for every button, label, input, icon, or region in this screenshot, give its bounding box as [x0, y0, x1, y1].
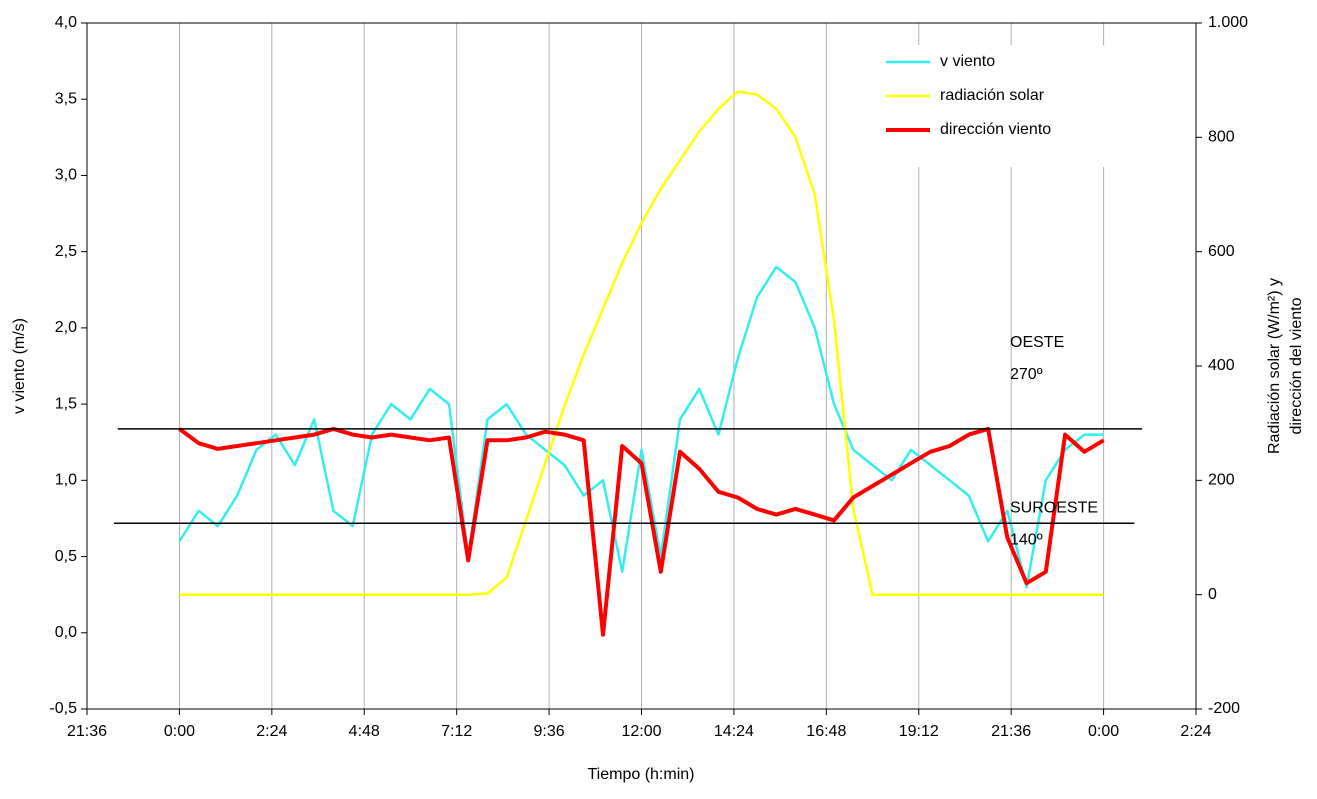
x-tick-label: 2:24 [256, 723, 287, 740]
reference-label: SUROESTE [1010, 499, 1098, 516]
reference-label: OESTE [1010, 334, 1064, 351]
x-tick-label: 16:48 [806, 723, 846, 740]
x-tick-label: 0:00 [164, 723, 195, 740]
y-tick-label: 4,0 [55, 14, 77, 31]
legend-label: v viento [940, 53, 995, 70]
x-axis-title: Tiempo (h:min) [588, 766, 695, 783]
y2-axis-title: Radiación solar (W/m²) y [1266, 278, 1283, 454]
x-tick-label: 21:36 [67, 723, 107, 740]
y-tick-label: -0,5 [49, 700, 77, 717]
y-tick-label: 2,0 [55, 319, 77, 336]
y2-tick-label: 200 [1208, 472, 1235, 489]
y2-axis-title: dirección del viento [1288, 297, 1305, 434]
x-tick-label: 9:36 [534, 723, 565, 740]
y2-tick-label: 0 [1208, 586, 1217, 603]
y-tick-label: 3,5 [55, 90, 77, 107]
y-tick-label: 1,5 [55, 395, 77, 412]
y-tick-label: 0,5 [55, 548, 77, 565]
y-axis-title: v viento (m/s) [11, 318, 28, 414]
reference-label: 270º [1010, 366, 1043, 383]
x-tick-label: 14:24 [714, 723, 754, 740]
y2-tick-label: 600 [1208, 243, 1235, 260]
y-tick-label: 1,0 [55, 472, 77, 489]
x-tick-label: 12:00 [621, 723, 661, 740]
legend-label: dirección viento [940, 121, 1051, 138]
y2-tick-label: 400 [1208, 357, 1235, 374]
legend-label: radiación solar [940, 87, 1045, 104]
x-tick-label: 4:48 [349, 723, 380, 740]
legend-box [880, 45, 1140, 167]
plot-frame [86, 22, 1197, 710]
x-tick-label: 21:36 [991, 723, 1031, 740]
x-tick-label: 2:24 [1180, 723, 1211, 740]
x-tick-label: 7:12 [441, 723, 472, 740]
y-tick-label: 0,0 [55, 624, 77, 641]
y2-tick-label: 800 [1208, 129, 1235, 146]
y-tick-label: 2,5 [55, 243, 77, 260]
y-tick-label: 3,0 [55, 167, 77, 184]
y2-tick-label: -200 [1208, 700, 1240, 717]
x-tick-label: 0:00 [1088, 723, 1119, 740]
reference-label: 140º [1010, 531, 1043, 548]
series-line [179, 90, 1104, 596]
series-line [178, 265, 1104, 589]
y2-tick-label: 1.000 [1208, 14, 1248, 31]
x-tick-label: 19:12 [899, 723, 939, 740]
